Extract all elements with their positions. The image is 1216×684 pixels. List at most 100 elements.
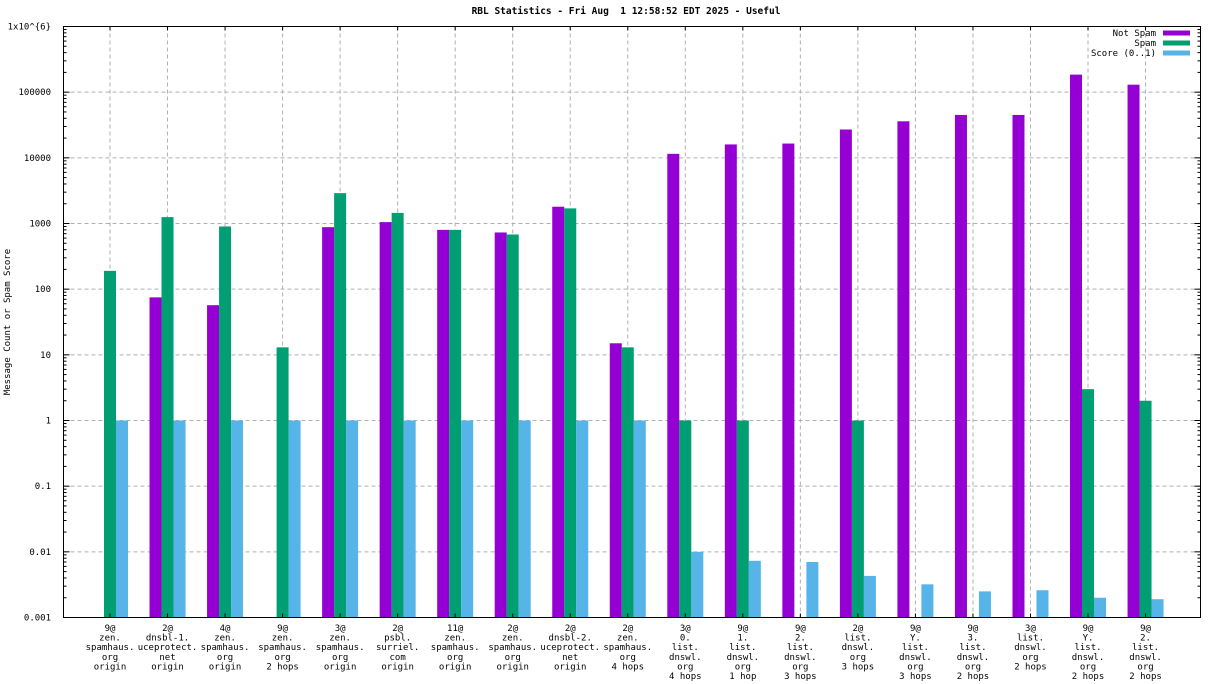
- x-tick-label-line: 3.: [968, 634, 979, 644]
- x-tick-label-line: 2 hops: [1014, 662, 1047, 672]
- legend-swatch: [1163, 40, 1190, 46]
- x-tick-label-line: dnswl.: [1129, 653, 1162, 663]
- y-tick-label: 100: [35, 285, 51, 295]
- x-tick-label-line: spamhaus.: [201, 643, 250, 653]
- x-tick-label-line: spamhaus.: [488, 643, 537, 653]
- bar: [1094, 597, 1107, 618]
- x-tick-label-line: origin: [94, 662, 127, 672]
- x-tick-label: 9@ 2. list. dnswl. org 3 hops: [784, 624, 817, 682]
- x-tick-label-line: org: [217, 653, 233, 663]
- x-tick-label-line: dnswl.: [784, 653, 817, 663]
- bar: [161, 217, 174, 618]
- y-axis-tick-labels: 1x10^{6} 100000 10000 1000 100 10 1 0.1 0.01 0.00…: [8, 23, 51, 624]
- legend-label: Not Spam: [1113, 29, 1156, 39]
- x-tick-label-line: dnsbl-1.: [146, 634, 189, 644]
- x-tick-label-line: 9@: [968, 624, 979, 634]
- x-tick-label-line: list.: [844, 634, 871, 644]
- x-tick-label-line: org: [735, 662, 751, 672]
- series-score-0-1-: [116, 420, 1164, 618]
- x-tick-label-line: Y.: [1083, 634, 1094, 644]
- x-tick-label-line: org: [102, 653, 118, 663]
- x-tick-label-line: org: [850, 653, 866, 663]
- bar: [782, 143, 795, 618]
- bar: [897, 121, 910, 618]
- x-tick-label: 2@ list. dnswl. org 3 hops: [842, 624, 875, 672]
- x-tick-label-line: spamhaus.: [258, 643, 307, 653]
- bar: [1151, 599, 1164, 618]
- x-tick-label-line: origin: [151, 662, 184, 672]
- x-tick-label-line: 2 hops: [957, 672, 990, 682]
- x-tick-label-line: dnswl.: [1014, 643, 1047, 653]
- x-tick-label: 11@ zen. spamhaus. org origin: [431, 624, 480, 672]
- x-tick-label-line: Y.: [910, 634, 921, 644]
- plot-border: [63, 26, 1201, 618]
- x-tick-label-line: spamhaus.: [431, 643, 480, 653]
- bar: [1070, 74, 1083, 618]
- bar: [1012, 114, 1025, 618]
- bar: [518, 420, 531, 618]
- bar: [1082, 389, 1095, 618]
- bar: [403, 420, 416, 618]
- x-tick-label-line: origin: [381, 662, 414, 672]
- x-tick-label-line: 1.: [737, 634, 748, 644]
- x-tick-label-line: org: [274, 653, 290, 663]
- x-tick-label-line: list.: [1132, 643, 1159, 653]
- x-tick-label: 9@ 3. list. dnswl. org 2 hops: [957, 624, 990, 682]
- x-tick-label-line: origin: [209, 662, 242, 672]
- bar: [322, 227, 335, 618]
- bar: [437, 229, 450, 618]
- x-tick-label-line: zen.: [329, 634, 351, 644]
- x-tick-label-line: 9@: [737, 624, 748, 634]
- x-tick-label-line: 3 hops: [784, 672, 817, 682]
- x-tick-label-line: 2 hops: [1072, 672, 1105, 682]
- x-tick-label: 9@ 2. list. dnswl. org 2 hops: [1129, 624, 1162, 682]
- x-tick-label-line: 2@: [392, 624, 403, 634]
- bar: [954, 114, 967, 618]
- x-tick-label: 3@ zen. spamhaus. org origin: [316, 624, 365, 672]
- x-tick-label-line: 2@: [852, 624, 863, 634]
- x-tick-label-line: 2@: [622, 624, 633, 634]
- x-tick-label: 2@ zen. spamhaus. org origin: [488, 624, 537, 672]
- x-tick-label-line: org: [1022, 653, 1038, 663]
- bar: [506, 234, 519, 618]
- y-tick-label: 1: [46, 417, 51, 427]
- x-tick-label-line: spamhaus.: [603, 643, 652, 653]
- x-tick-label: 9@ zen. spamhaus. org 2 hops: [258, 624, 307, 672]
- x-tick-label-line: 9@: [105, 624, 116, 634]
- bar: [851, 420, 864, 618]
- bar: [104, 270, 116, 618]
- x-tick-label-line: org: [792, 662, 808, 672]
- bar: [667, 153, 680, 618]
- x-tick-label-line: 2@: [565, 624, 576, 634]
- x-tick-label-line: uceprotect.: [138, 643, 198, 653]
- bar: [691, 551, 704, 618]
- bar: [736, 420, 749, 618]
- x-tick-label: 2@ dnsbl-1. uceprotect. net origin: [138, 624, 198, 672]
- x-tick-label: 3@ list. dnswl. org 2 hops: [1014, 624, 1047, 672]
- x-tick-label-line: 3 hops: [842, 662, 875, 672]
- bar: [576, 420, 589, 618]
- bar: [391, 212, 404, 618]
- x-tick-label-line: dnswl.: [842, 643, 875, 653]
- x-tick-label-line: zen.: [444, 634, 466, 644]
- x-tick-label-line: origin: [324, 662, 357, 672]
- bar: [564, 208, 577, 618]
- x-tick-label-line: 4 hops: [612, 662, 645, 672]
- x-tick-label-line: 2 hops: [266, 662, 299, 672]
- x-tick-label-line: origin: [496, 662, 529, 672]
- bar: [461, 420, 474, 618]
- x-tick-label-line: 9@: [795, 624, 806, 634]
- x-tick-label-line: zen.: [617, 634, 639, 644]
- x-tick-label: 9@ 1. list. dnswl. org 1 hop: [727, 624, 760, 682]
- x-tick-label-line: org: [620, 653, 636, 663]
- bar: [449, 229, 462, 618]
- bar: [207, 305, 220, 618]
- x-tick-label-line: 9@: [910, 624, 921, 634]
- x-tick-label-line: 0.: [680, 634, 691, 644]
- bar: [288, 420, 301, 618]
- bar: [724, 144, 737, 618]
- x-tick-label-line: 2@: [507, 624, 518, 634]
- y-tick-label: 0.001: [24, 614, 51, 624]
- x-tick-label-line: 3@: [335, 624, 346, 634]
